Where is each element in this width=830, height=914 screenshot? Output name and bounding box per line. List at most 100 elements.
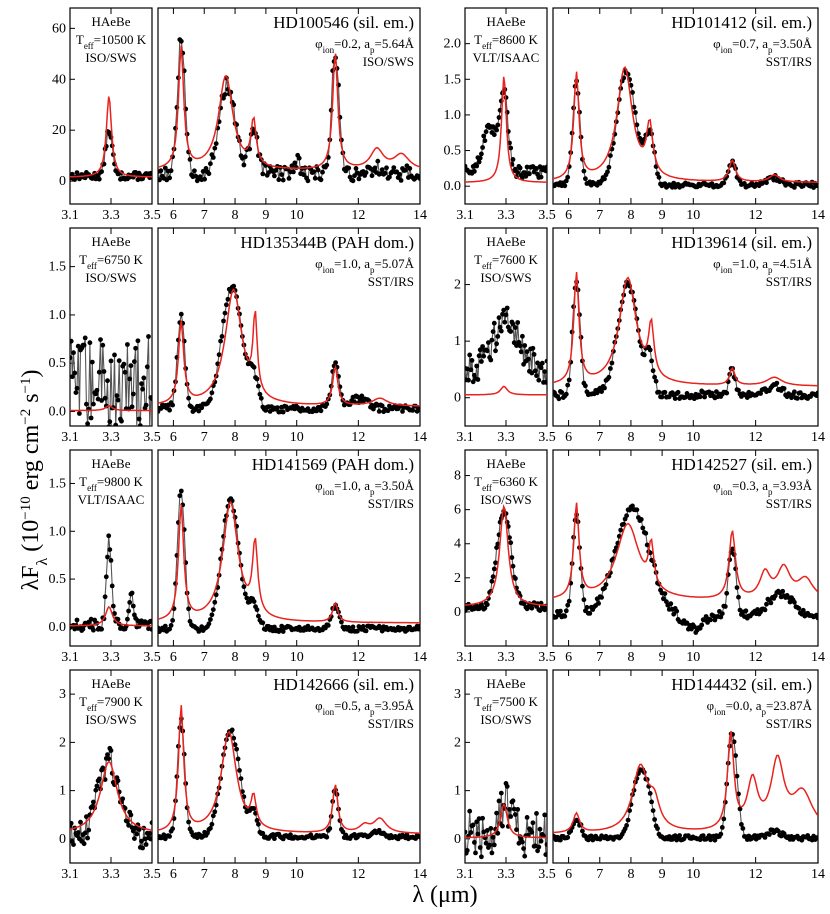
x-tick-label: 3.3 xyxy=(497,650,515,665)
observed-point xyxy=(480,815,485,821)
observed-point xyxy=(650,368,656,374)
model-params: φion=1.0, ap=3.50Å xyxy=(315,478,414,497)
x-tick-label: 10 xyxy=(686,208,700,223)
observed-point xyxy=(653,378,659,384)
y-tick-label: 0.0 xyxy=(49,620,67,635)
observed-point xyxy=(404,832,410,838)
observed-point xyxy=(544,164,547,170)
observed-point xyxy=(305,178,311,184)
observed-point xyxy=(77,411,82,416)
observed-point xyxy=(544,358,547,364)
observed-point xyxy=(495,334,501,339)
observed-point xyxy=(490,574,496,580)
model-params: φion=1.0, ap=4.51Å xyxy=(713,256,812,275)
spectrum-group xyxy=(465,781,547,860)
observed-point xyxy=(93,787,99,793)
observed-point xyxy=(70,374,75,380)
x-tick-label: 10 xyxy=(686,650,700,665)
observed-point xyxy=(517,343,523,349)
observed-point xyxy=(382,170,388,176)
x-tick-label: 3.1 xyxy=(61,208,79,223)
observed-point xyxy=(311,169,317,175)
observed-point xyxy=(465,829,468,835)
observed-point xyxy=(495,541,501,547)
observed-point xyxy=(501,307,507,313)
observed-point xyxy=(291,169,296,175)
x-tick-label: 3.3 xyxy=(102,867,120,882)
y-tick-label: 0 xyxy=(59,174,66,189)
x-tick-label: 9 xyxy=(659,867,666,882)
observed-point xyxy=(108,358,114,364)
observed-point xyxy=(229,727,235,733)
x-tick-label: 8 xyxy=(232,867,239,882)
x-tick-label: 3.1 xyxy=(61,430,79,445)
observed-point xyxy=(288,832,293,838)
panel-HD139614: 6 7 8 9 10 12 14 HD139614 (sil. em.) φion=1.0, a… xyxy=(552,227,825,445)
observed-point xyxy=(91,627,96,633)
observed-point xyxy=(213,592,219,598)
observed-point xyxy=(74,385,80,391)
y-tick-label: 2 xyxy=(454,571,461,586)
y-tick-label: 0 xyxy=(454,605,461,620)
observed-point xyxy=(521,846,526,851)
star-info-1: Teff=6750 K xyxy=(79,252,143,271)
observed-point xyxy=(280,409,286,415)
x-tick-label: 10 xyxy=(686,867,700,882)
x-tick-label: 9 xyxy=(659,430,666,445)
panel-frame xyxy=(552,7,819,205)
observed-point xyxy=(628,82,634,88)
observed-point xyxy=(493,348,498,354)
observed-point xyxy=(208,161,213,167)
star-info-0: HAeBe xyxy=(92,14,131,29)
observed-point xyxy=(85,421,90,426)
observed-point xyxy=(480,145,485,150)
x-tick-label: 9 xyxy=(659,650,666,665)
panel-HD100546: 6 7 8 9 10 12 14 HD100546 (sil. em.) φion=0.2, a… xyxy=(157,7,427,223)
observed-point xyxy=(186,395,192,401)
observed-point xyxy=(722,604,728,609)
observed-point xyxy=(186,819,192,825)
observed-point xyxy=(170,402,176,408)
observed-point xyxy=(70,338,74,344)
observed-point xyxy=(515,170,521,176)
observed-point xyxy=(702,394,707,400)
y-tick-label: 1 xyxy=(454,784,461,799)
observed-point xyxy=(672,833,678,839)
y-tick-label: 0 xyxy=(59,832,66,847)
x-tick-label: 7 xyxy=(596,650,603,665)
panel-HD141569: 6 7 8 9 10 12 14 HD141569 (PAH dom.) φion=1.0, a… xyxy=(157,449,427,665)
observed-point xyxy=(417,623,420,629)
instrument: SST/IRS xyxy=(766,496,812,511)
observed-point xyxy=(103,574,109,580)
observed-point xyxy=(200,169,206,174)
observed-point xyxy=(466,377,471,383)
observed-point xyxy=(84,401,89,407)
observed-point xyxy=(251,806,257,811)
observed-point xyxy=(603,582,609,587)
model-line xyxy=(70,96,152,178)
panel-HD144432: 6 7 8 9 10 12 14 HD144432 (sil. em.) φion=0.0, a… xyxy=(552,669,825,882)
observed-point xyxy=(529,370,535,376)
observed-point xyxy=(106,756,112,762)
star-info-0: HAeBe xyxy=(92,234,131,249)
observed-point xyxy=(93,391,99,397)
observed-point xyxy=(477,845,483,850)
observed-point xyxy=(86,827,92,833)
observed-point xyxy=(325,623,331,628)
observed-point xyxy=(675,389,681,395)
star-info-2: ISO/SWS xyxy=(85,50,136,65)
x-tick-label: 8 xyxy=(627,867,634,882)
observed-point xyxy=(736,594,741,600)
observed-point xyxy=(135,177,141,183)
observed-point xyxy=(624,513,629,519)
y-tick-label: 1.0 xyxy=(49,524,67,539)
observed-point xyxy=(292,160,298,166)
instrument: SST/IRS xyxy=(766,54,812,69)
observed-point xyxy=(500,823,505,829)
observed-point xyxy=(483,129,489,135)
panel-HD135344B: 6 7 8 9 10 12 14 HD135344B (PAH dom.) φion=1.0, … xyxy=(157,227,427,445)
star-info-1: Teff=6360 K xyxy=(474,474,538,493)
observed-point xyxy=(524,349,530,355)
observed-point xyxy=(178,488,184,494)
observed-point xyxy=(210,155,216,160)
